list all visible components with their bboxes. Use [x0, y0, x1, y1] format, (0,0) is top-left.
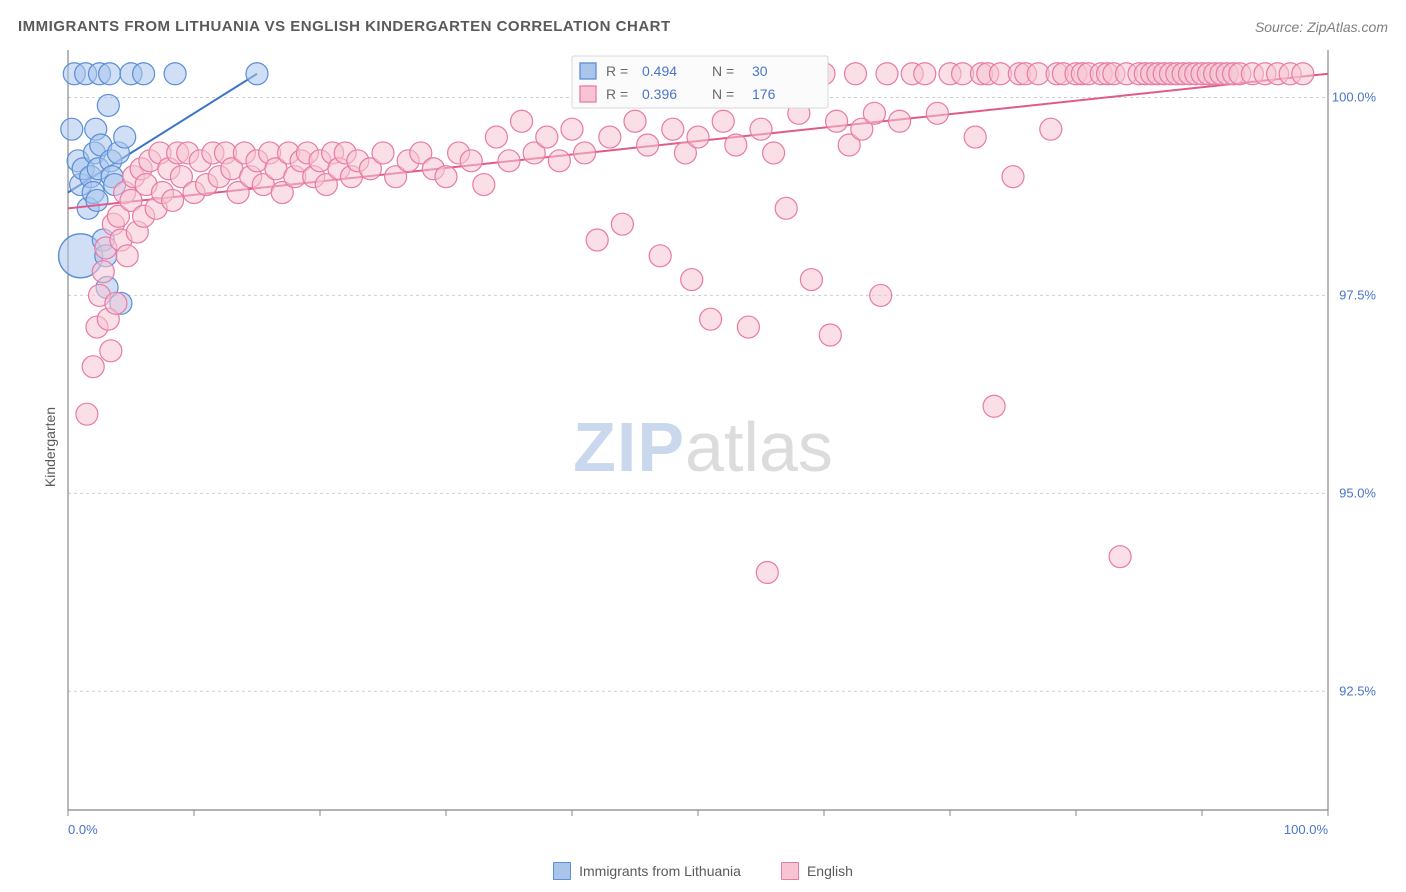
legend-label-lithuania: Immigrants from Lithuania: [579, 863, 741, 879]
legend-label-english: English: [807, 863, 853, 879]
y-axis-label: Kindergarten: [42, 407, 58, 487]
svg-text:R =: R =: [606, 63, 628, 79]
svg-text:100.0%: 100.0%: [1284, 822, 1329, 837]
svg-text:0.396: 0.396: [642, 86, 677, 102]
legend: Immigrants from Lithuania English: [0, 862, 1406, 880]
chart-title: IMMIGRANTS FROM LITHUANIA VS ENGLISH KIN…: [18, 18, 671, 35]
chart-header: IMMIGRANTS FROM LITHUANIA VS ENGLISH KIN…: [18, 18, 1388, 35]
svg-text:N =: N =: [712, 86, 734, 102]
legend-swatch-english: [781, 862, 799, 880]
svg-text:30: 30: [752, 63, 768, 79]
svg-text:95.0%: 95.0%: [1339, 485, 1376, 500]
svg-text:176: 176: [752, 86, 776, 102]
svg-text:97.5%: 97.5%: [1339, 287, 1376, 302]
svg-text:0.494: 0.494: [642, 63, 677, 79]
chart-source: Source: ZipAtlas.com: [1255, 19, 1388, 35]
legend-item-english: English: [781, 862, 853, 880]
svg-text:N =: N =: [712, 63, 734, 79]
svg-text:92.5%: 92.5%: [1339, 683, 1376, 698]
legend-item-lithuania: Immigrants from Lithuania: [553, 862, 741, 880]
svg-text:100.0%: 100.0%: [1332, 90, 1377, 105]
legend-swatch-lithuania: [553, 862, 571, 880]
chart-area: Kindergarten ZIPatlas 92.5%95.0%97.5%100…: [18, 50, 1388, 844]
svg-text:0.0%: 0.0%: [68, 822, 98, 837]
scatter-chart: 92.5% 95.0% 97.5% 100.0% 0.0% 100.0% R = 0.494 N…: [18, 50, 1388, 844]
svg-text:R =: R =: [606, 86, 628, 102]
